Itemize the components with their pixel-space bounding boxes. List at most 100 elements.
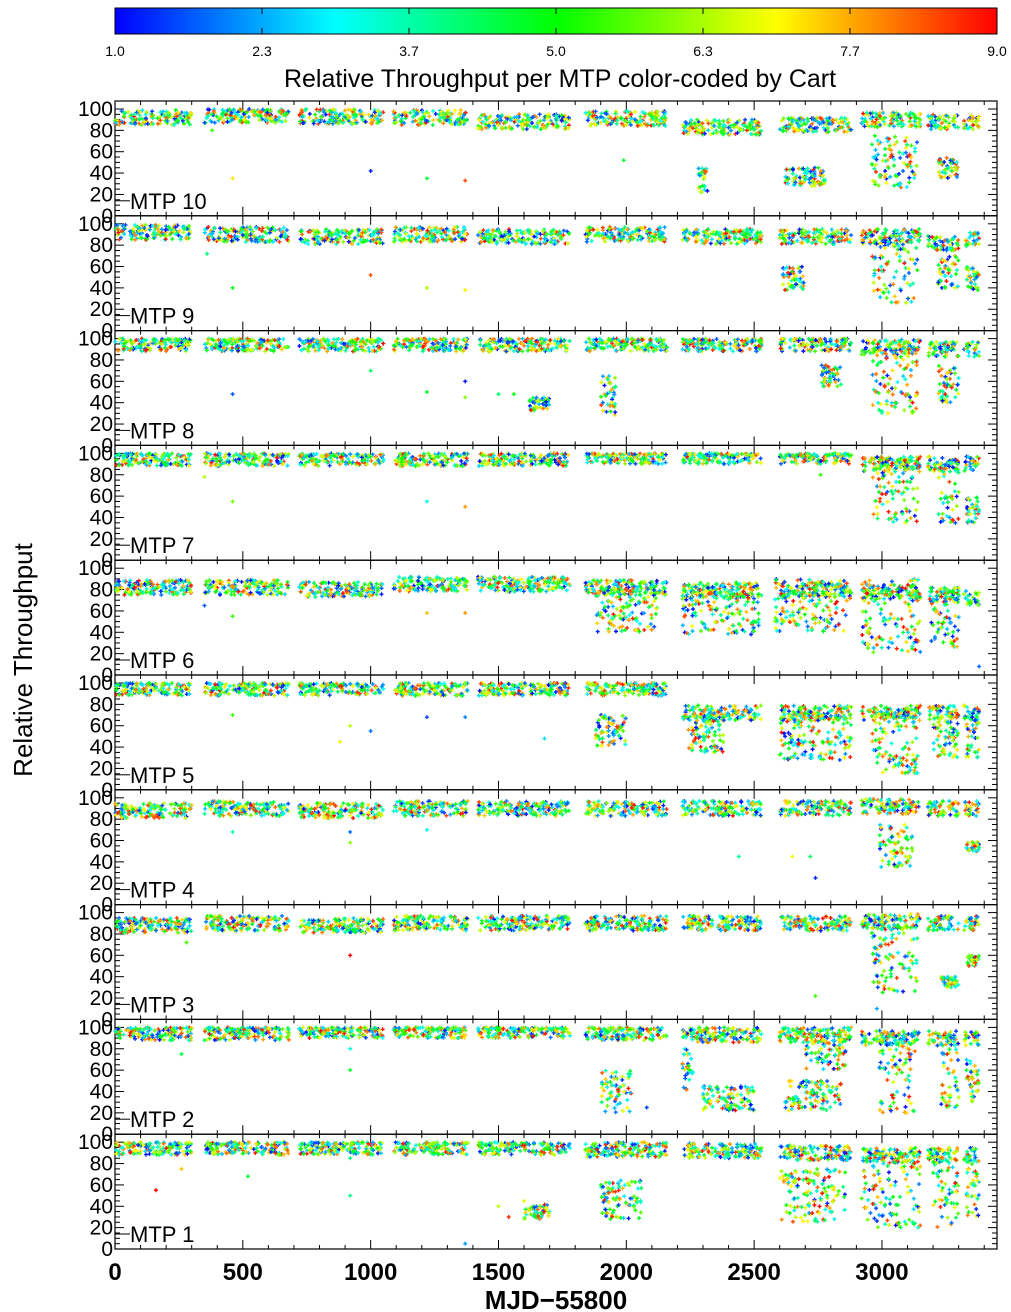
data-point	[516, 124, 520, 128]
colorbar-tick-label: 2.3	[252, 43, 272, 59]
data-point	[907, 180, 911, 184]
data-point	[215, 114, 219, 118]
data-point	[875, 353, 879, 357]
data-point	[906, 297, 910, 301]
data-point	[307, 116, 311, 120]
data-point	[323, 346, 327, 350]
data-point	[251, 229, 255, 233]
data-point	[956, 125, 960, 129]
data-point	[877, 276, 881, 280]
data-point	[890, 386, 894, 390]
data-point	[860, 117, 864, 121]
data-point	[247, 115, 251, 119]
data-point	[788, 346, 792, 350]
data-point	[881, 159, 885, 163]
data-point	[748, 347, 752, 351]
y-tick-label: 40	[90, 277, 113, 300]
data-point	[515, 234, 519, 238]
panel-mtp-9: 020406080100MTP 9	[78, 213, 997, 343]
data-points	[113, 107, 981, 194]
data-point	[835, 384, 839, 388]
colorbar-tick-label: 5.0	[546, 43, 566, 59]
data-point	[728, 342, 732, 346]
data-point	[927, 242, 931, 246]
data-point	[893, 294, 897, 298]
data-point	[633, 110, 637, 114]
data-point	[842, 130, 846, 134]
data-point	[883, 169, 887, 173]
data-point	[895, 119, 899, 123]
data-point	[973, 282, 977, 286]
data-point	[813, 349, 817, 353]
data-point	[212, 226, 216, 230]
data-point	[615, 122, 619, 126]
data-point	[394, 225, 398, 229]
data-point	[602, 383, 606, 387]
data-point	[415, 232, 419, 236]
data-point	[427, 114, 431, 118]
data-point	[906, 250, 910, 254]
data-point	[876, 138, 880, 142]
data-point	[431, 109, 435, 113]
data-point	[917, 227, 921, 231]
data-point	[205, 348, 209, 352]
data-point	[404, 345, 408, 349]
data-point	[792, 344, 796, 348]
y-tick-label: 100	[78, 213, 113, 236]
y-tick-label: 20	[90, 183, 113, 206]
data-point	[585, 240, 589, 244]
data-point	[494, 234, 498, 238]
data-point	[427, 348, 431, 352]
data-point	[898, 364, 902, 368]
data-point	[340, 337, 344, 341]
data-point	[876, 288, 880, 292]
data-point	[729, 241, 733, 245]
data-point	[463, 179, 467, 183]
data-point	[861, 339, 865, 343]
y-tick-label: 60	[90, 256, 113, 279]
data-point	[205, 252, 209, 256]
data-point	[874, 148, 878, 152]
data-point	[911, 258, 915, 262]
data-point	[535, 125, 539, 129]
y-tick-label: 80	[90, 349, 113, 372]
y-tick-label: 20	[90, 298, 113, 321]
data-point	[965, 278, 969, 282]
data-point	[231, 176, 235, 180]
data-point	[894, 270, 898, 274]
data-point	[538, 112, 542, 116]
data-point	[343, 109, 347, 113]
data-point	[599, 395, 603, 399]
data-point	[885, 287, 889, 291]
data-point	[956, 258, 960, 262]
data-point	[697, 166, 701, 170]
data-point	[431, 123, 435, 127]
data-point	[599, 380, 603, 384]
data-point	[882, 283, 886, 287]
data-point	[407, 234, 411, 238]
data-point	[525, 127, 529, 131]
data-point	[801, 349, 805, 353]
data-point	[567, 339, 571, 343]
data-point	[218, 226, 222, 230]
data-point	[425, 286, 429, 290]
data-point	[156, 122, 160, 126]
data-point	[938, 235, 942, 239]
colorbar-tick-label: 3.7	[399, 43, 419, 59]
data-point	[408, 111, 412, 115]
data-point	[356, 242, 360, 246]
data-point	[456, 338, 460, 342]
data-point	[613, 410, 617, 414]
data-point	[567, 126, 571, 130]
data-point	[909, 300, 913, 304]
data-point	[590, 239, 594, 243]
data-point	[273, 228, 277, 232]
data-point	[883, 246, 887, 250]
data-point	[885, 374, 889, 378]
data-point	[164, 228, 168, 232]
data-point	[795, 239, 799, 243]
data-point	[453, 109, 457, 113]
data-point	[928, 346, 932, 350]
data-point	[821, 174, 825, 178]
